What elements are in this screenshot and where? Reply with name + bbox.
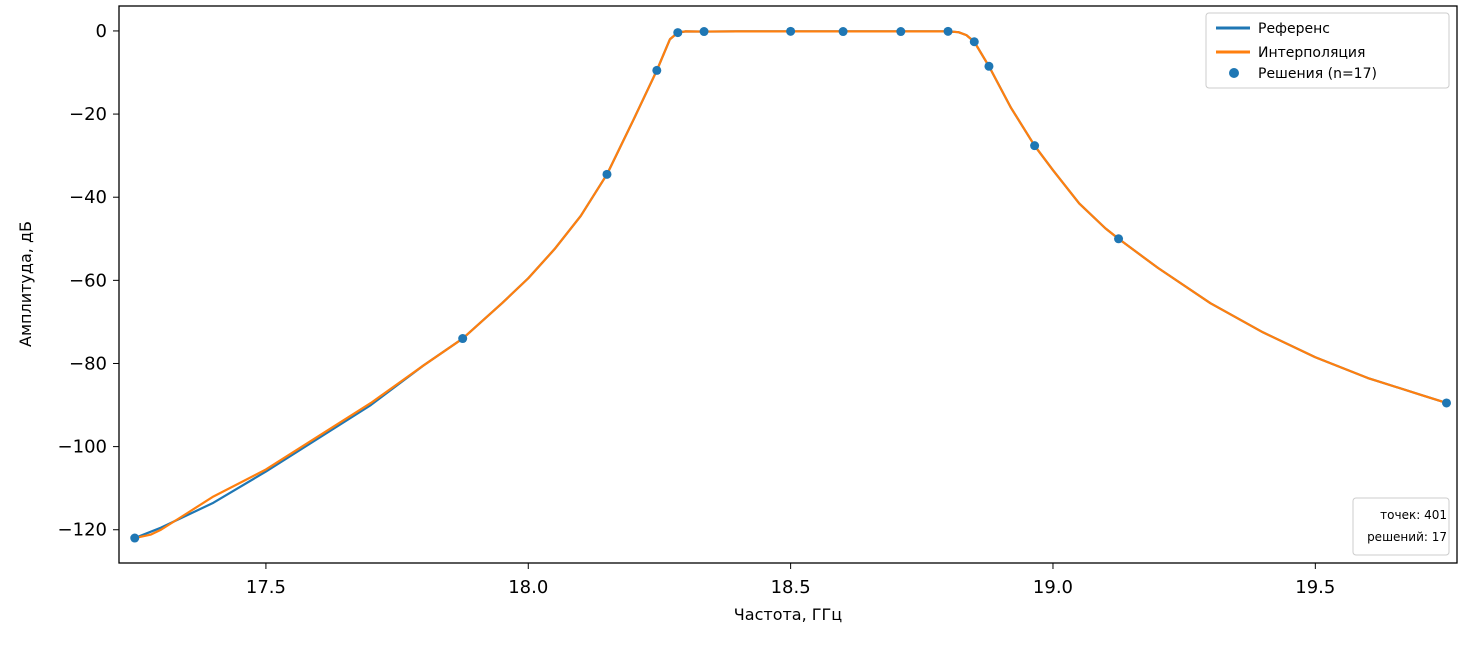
legend-solutions-swatch xyxy=(1229,68,1239,78)
plot-frame xyxy=(118,5,1458,564)
y-axis: 0 −20 −40 −60 −80 −100 −120 xyxy=(58,21,119,541)
solution-point xyxy=(652,65,662,75)
x-tick-label: 18.5 xyxy=(771,577,811,598)
solution-point xyxy=(896,27,906,37)
solution-point xyxy=(699,27,709,37)
solution-point xyxy=(130,533,140,543)
solution-point xyxy=(1030,141,1040,151)
y-tick-label: −20 xyxy=(69,104,107,125)
solution-point xyxy=(673,28,683,38)
solution-point xyxy=(838,27,848,37)
x-axis: 17.5 18.0 18.5 19.0 19.5 xyxy=(246,563,1335,598)
legend: Референс Интерполяция Решения (n=17) xyxy=(1205,12,1450,89)
solution-point xyxy=(1114,234,1124,244)
x-tick-label: 18.0 xyxy=(508,577,548,598)
solution-point xyxy=(984,61,994,71)
solution-point xyxy=(786,26,796,36)
x-axis-label: Частота, ГГц xyxy=(734,605,842,624)
y-tick-label: −120 xyxy=(58,520,107,541)
solution-point xyxy=(458,334,468,344)
x-tick-label: 17.5 xyxy=(246,577,286,598)
y-tick-label: 0 xyxy=(96,21,107,42)
x-tick-label: 19.5 xyxy=(1295,577,1335,598)
solution-point xyxy=(943,26,953,36)
legend-box xyxy=(1205,12,1450,89)
info-points-count: точек: 401 xyxy=(1380,508,1447,522)
x-tick-label: 19.0 xyxy=(1033,577,1073,598)
legend-solutions-label: Решения (n=17) xyxy=(1258,66,1377,82)
info-box: точек: 401 решений: 17 xyxy=(1352,497,1450,556)
legend-reference-label: Референс xyxy=(1258,21,1330,37)
solution-point xyxy=(1442,398,1452,408)
info-solutions-count: решений: 17 xyxy=(1367,530,1447,544)
y-tick-label: −100 xyxy=(58,437,107,458)
legend-interpolation-label: Интерполяция xyxy=(1258,45,1365,61)
series-layer xyxy=(130,26,1452,543)
solution-point xyxy=(969,37,979,47)
y-axis-label: Амплитуда, дБ xyxy=(16,221,35,347)
y-tick-label: −40 xyxy=(69,187,107,208)
y-tick-label: −60 xyxy=(69,270,107,291)
y-tick-label: −80 xyxy=(69,353,107,374)
solution-point xyxy=(602,169,612,179)
info-box-frame xyxy=(1352,497,1450,556)
